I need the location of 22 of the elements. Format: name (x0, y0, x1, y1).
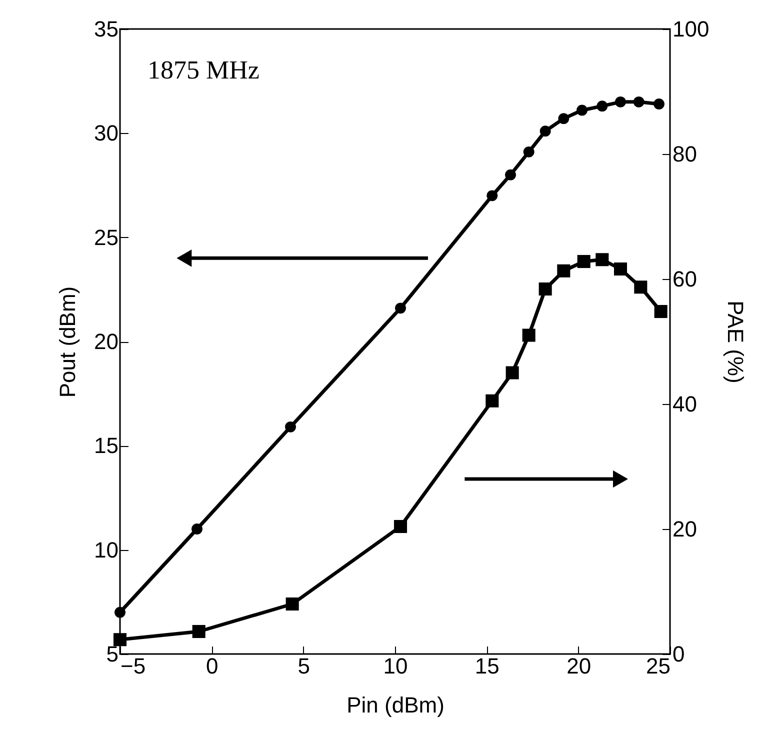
annotation: 1875 MHz (148, 56, 260, 85)
y2-tick-label: 100 (672, 16, 710, 42)
y2-axis-title: PAE (%) (723, 300, 748, 384)
x-tick-label: 5 (298, 654, 310, 678)
x-tick-label: 25 (646, 654, 670, 678)
y-tick-label: 30 (94, 120, 118, 146)
y2-tick-label: 60 (672, 266, 697, 292)
x-axis-title: Pin (dBm) (346, 692, 444, 718)
y2-tick-label: 20 (672, 516, 697, 542)
y-tick-label: 25 (94, 224, 118, 250)
x-tick-label: 10 (383, 654, 408, 678)
x-tick-label: 0 (206, 654, 218, 678)
x-tick-label: −5 (120, 654, 146, 678)
y-tick-label: 35 (94, 16, 118, 42)
y2-tick-label: 40 (672, 392, 697, 416)
x-tick-label: 20 (566, 654, 592, 678)
x-tick-label: 15 (474, 654, 500, 678)
y-tick-label: 15 (94, 433, 118, 458)
y-axis-title: Pout (dBm) (55, 286, 80, 398)
y-tick-label: 10 (94, 537, 118, 562)
y2-tick-label: 80 (672, 142, 697, 166)
y-tick-label: 20 (94, 329, 118, 354)
